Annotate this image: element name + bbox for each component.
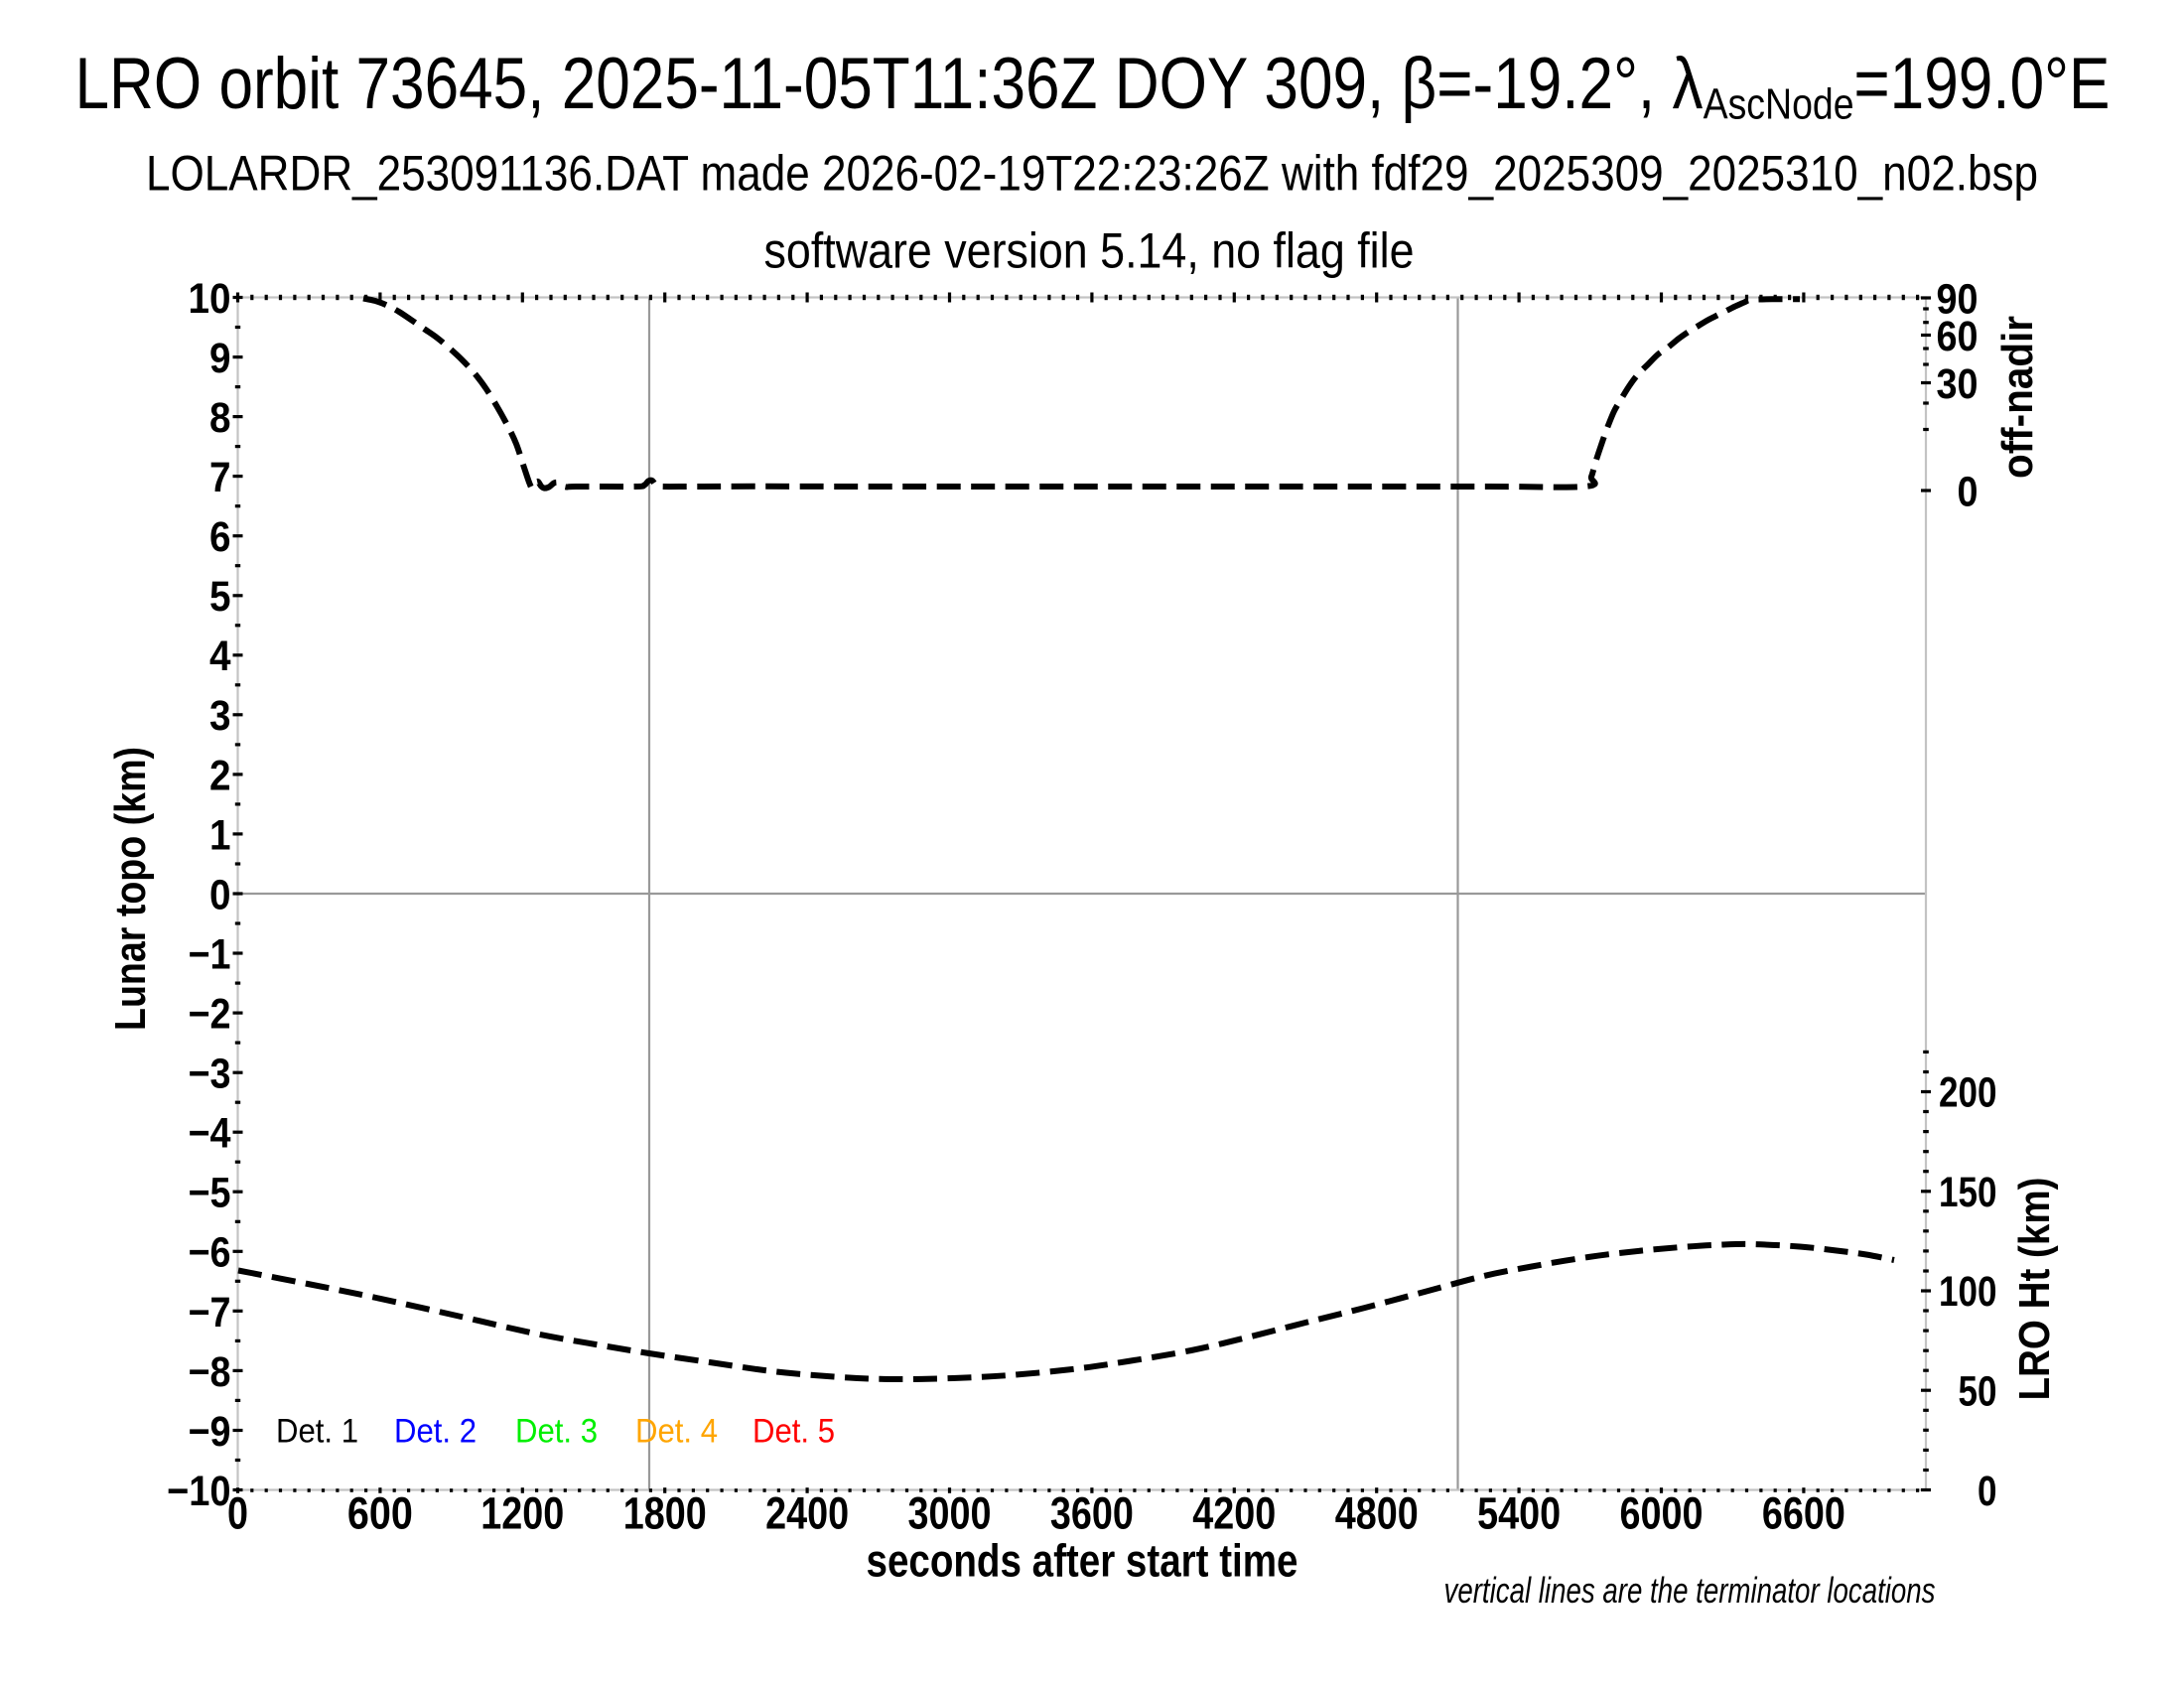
svg-text:0: 0: [1958, 468, 1979, 515]
svg-text:200: 200: [1939, 1069, 1997, 1117]
svg-text:50: 50: [1959, 1367, 1997, 1415]
svg-text:4200: 4200: [1192, 1488, 1276, 1539]
svg-text:4: 4: [209, 633, 231, 680]
svg-text:8: 8: [209, 394, 231, 442]
svg-text:3600: 3600: [1050, 1488, 1134, 1539]
svg-text:0: 0: [227, 1488, 248, 1539]
svg-text:−7: −7: [189, 1289, 231, 1336]
svg-text:2400: 2400: [765, 1488, 849, 1539]
svg-text:3: 3: [209, 692, 231, 740]
svg-text:6600: 6600: [1762, 1488, 1845, 1539]
svg-text:software version 5.14, no flag: software version 5.14, no flag file: [764, 223, 1415, 279]
svg-text:10: 10: [189, 275, 231, 323]
svg-text:Det. 5: Det. 5: [752, 1413, 835, 1451]
svg-text:Lunar topo (km): Lunar topo (km): [106, 747, 155, 1031]
svg-text:−10: −10: [167, 1468, 231, 1515]
svg-text:seconds after start time: seconds after start time: [867, 1535, 1298, 1587]
svg-text:vertical lines are the termina: vertical lines are the terminator locati…: [1444, 1570, 1936, 1611]
svg-text:1200: 1200: [480, 1488, 564, 1539]
svg-text:100: 100: [1939, 1268, 1997, 1316]
svg-text:7: 7: [209, 454, 231, 501]
svg-text:2: 2: [209, 752, 231, 799]
svg-text:0: 0: [209, 871, 231, 918]
svg-text:1800: 1800: [623, 1488, 707, 1539]
svg-text:0: 0: [1978, 1468, 1997, 1515]
svg-text:−3: −3: [189, 1051, 231, 1098]
svg-text:9: 9: [209, 335, 231, 382]
svg-text:4800: 4800: [1335, 1488, 1419, 1539]
svg-text:30: 30: [1937, 360, 1979, 408]
svg-text:600: 600: [347, 1488, 413, 1539]
svg-text:LOLARDR_253091136.DAT made 202: LOLARDR_253091136.DAT made 2026-02-19T22…: [146, 145, 2038, 201]
svg-text:90: 90: [1937, 275, 1979, 323]
svg-text:=199.0°E: =199.0°E: [1853, 44, 2110, 124]
svg-text:60: 60: [1937, 313, 1979, 360]
svg-text:−5: −5: [189, 1170, 231, 1217]
svg-text:−8: −8: [189, 1348, 231, 1396]
svg-text:1: 1: [209, 811, 231, 859]
svg-text:LRO Ht (km): LRO Ht (km): [2010, 1178, 2059, 1401]
svg-text:Det. 2: Det. 2: [394, 1413, 477, 1451]
svg-text:5400: 5400: [1477, 1488, 1561, 1539]
svg-text:3000: 3000: [908, 1488, 992, 1539]
svg-text:−4: −4: [189, 1110, 231, 1158]
svg-text:Det. 3: Det. 3: [515, 1413, 598, 1451]
svg-text:5: 5: [209, 573, 231, 621]
svg-text:−1: −1: [189, 930, 231, 978]
svg-text:6000: 6000: [1620, 1488, 1704, 1539]
svg-text:6: 6: [209, 513, 231, 561]
svg-text:Det. 4: Det. 4: [635, 1413, 718, 1451]
svg-text:150: 150: [1939, 1169, 1997, 1216]
svg-text:off-nadir: off-nadir: [1993, 316, 2042, 479]
svg-text:−6: −6: [189, 1229, 231, 1277]
svg-text:−2: −2: [189, 991, 231, 1039]
svg-text:AscNode: AscNode: [1704, 80, 1854, 129]
svg-text:−9: −9: [189, 1408, 231, 1456]
svg-text:LRO orbit 73645, 2025-11-05T11: LRO orbit 73645, 2025-11-05T11:36Z DOY 3…: [75, 44, 1704, 124]
svg-text:Det. 1: Det. 1: [276, 1413, 358, 1451]
